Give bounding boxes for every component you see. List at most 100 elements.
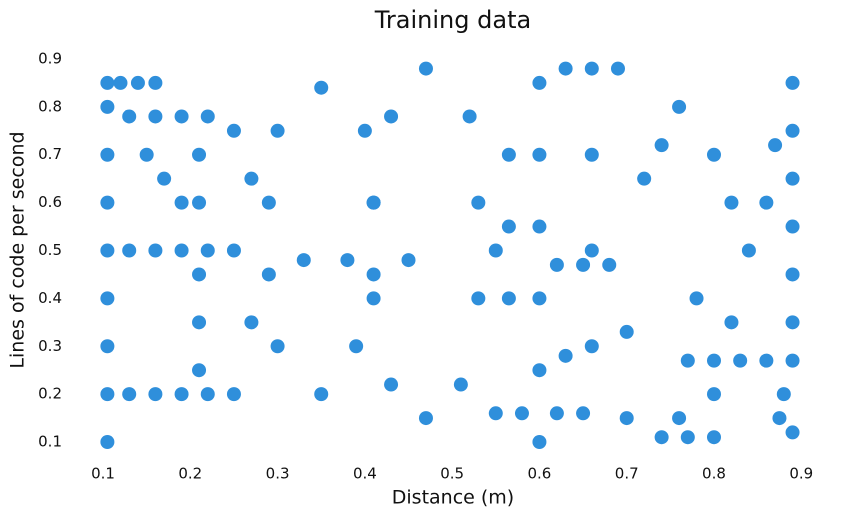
point xyxy=(680,430,695,445)
point xyxy=(672,99,687,114)
point xyxy=(462,109,477,124)
point xyxy=(689,291,704,306)
point xyxy=(501,291,516,306)
point xyxy=(100,75,115,90)
point xyxy=(314,80,329,95)
point xyxy=(610,61,625,76)
chart-title: Training data xyxy=(374,6,531,34)
x-tick-label: 0.7 xyxy=(615,465,639,483)
point xyxy=(532,363,547,378)
point xyxy=(785,123,800,138)
point xyxy=(296,253,311,268)
point xyxy=(100,387,115,402)
point xyxy=(384,377,399,392)
x-tick-label: 0.4 xyxy=(353,465,377,483)
point xyxy=(157,171,172,186)
x-tick-label: 0.6 xyxy=(528,465,552,483)
point xyxy=(532,75,547,90)
point xyxy=(174,387,189,402)
point xyxy=(148,75,163,90)
point xyxy=(619,324,634,339)
point xyxy=(672,411,687,426)
point xyxy=(261,195,276,210)
point xyxy=(724,315,739,330)
point xyxy=(174,195,189,210)
point xyxy=(549,406,564,421)
y-tick-label: 0.9 xyxy=(38,49,62,67)
point xyxy=(785,219,800,234)
point xyxy=(200,387,215,402)
point xyxy=(733,353,748,368)
point xyxy=(100,99,115,114)
point xyxy=(100,291,115,306)
y-tick-label: 0.8 xyxy=(38,97,62,115)
point xyxy=(349,339,364,354)
point xyxy=(584,61,599,76)
point xyxy=(576,257,591,272)
point xyxy=(549,257,564,272)
point xyxy=(576,406,591,421)
point xyxy=(401,253,416,268)
point xyxy=(785,315,800,330)
point xyxy=(384,109,399,124)
point xyxy=(602,257,617,272)
point xyxy=(785,353,800,368)
point xyxy=(366,267,381,282)
point xyxy=(130,75,145,90)
y-tick-label: 0.1 xyxy=(38,433,62,451)
point xyxy=(418,61,433,76)
point xyxy=(488,243,503,258)
point xyxy=(192,315,207,330)
point xyxy=(532,435,547,450)
point xyxy=(139,147,154,162)
point xyxy=(122,243,137,258)
point xyxy=(100,339,115,354)
point xyxy=(759,353,774,368)
point xyxy=(314,387,329,402)
point xyxy=(706,353,721,368)
point xyxy=(148,387,163,402)
point xyxy=(244,315,259,330)
y-tick-label: 0.3 xyxy=(38,337,62,355)
point xyxy=(113,75,128,90)
point xyxy=(270,339,285,354)
point xyxy=(226,243,241,258)
point xyxy=(122,387,137,402)
point xyxy=(768,138,783,153)
x-tick-label: 0.1 xyxy=(91,465,115,483)
point xyxy=(759,195,774,210)
point xyxy=(680,353,695,368)
point xyxy=(174,109,189,124)
point xyxy=(192,195,207,210)
point xyxy=(776,387,791,402)
y-tick-label: 0.7 xyxy=(38,145,62,163)
point xyxy=(244,171,259,186)
point xyxy=(471,195,486,210)
point xyxy=(558,61,573,76)
point xyxy=(488,406,503,421)
point xyxy=(785,171,800,186)
point xyxy=(174,243,189,258)
point xyxy=(200,243,215,258)
point xyxy=(772,411,787,426)
point xyxy=(471,291,486,306)
point xyxy=(584,243,599,258)
y-tick-label: 0.6 xyxy=(38,193,62,211)
point xyxy=(619,411,634,426)
x-tick-label: 0.9 xyxy=(789,465,813,483)
point xyxy=(501,219,516,234)
point xyxy=(558,348,573,363)
point xyxy=(261,267,276,282)
point xyxy=(100,435,115,450)
point xyxy=(192,147,207,162)
point xyxy=(706,387,721,402)
point xyxy=(584,147,599,162)
point xyxy=(226,387,241,402)
point xyxy=(453,377,468,392)
point xyxy=(724,195,739,210)
point xyxy=(366,195,381,210)
point xyxy=(366,291,381,306)
y-tick-label: 0.4 xyxy=(38,289,62,307)
